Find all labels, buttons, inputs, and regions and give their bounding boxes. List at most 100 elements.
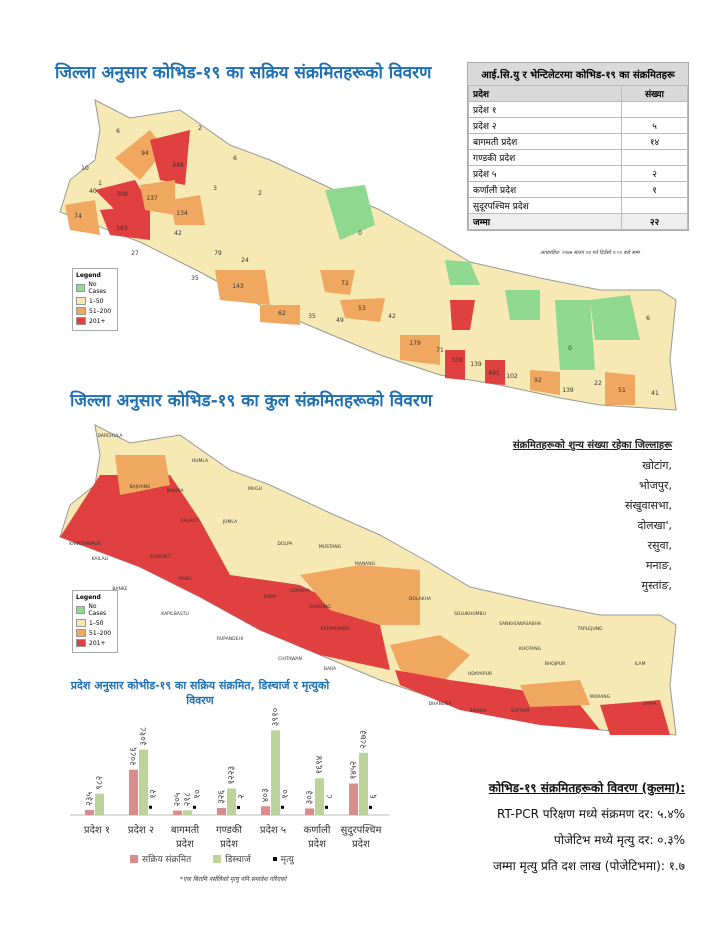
map2-label: SOLUKHUMBU	[454, 611, 486, 617]
map2-label: MUSTANG	[319, 544, 342, 550]
map2-label: BANKE	[112, 586, 127, 592]
legend-item: मृत्यु	[272, 852, 294, 865]
value-label: ३२६	[217, 790, 227, 804]
stat-line: पोजेटिभ मध्ये मृत्यु दर: ०.३%	[554, 833, 685, 847]
legend-swatch	[213, 854, 222, 863]
legend-swatch	[76, 307, 86, 315]
map1-label: 24	[241, 257, 249, 264]
chart-title: प्रदेश अनुसार कोभीड-१९ का सक्रिय संक्रमि…	[70, 679, 330, 707]
table-row: कर्णाली प्रदेश १	[467, 181, 688, 198]
legend-title: Legend	[76, 272, 101, 279]
map2-regions	[60, 455, 670, 735]
map1-label: 79	[214, 250, 222, 257]
bar	[183, 810, 192, 815]
map2-label: DHANUSA	[429, 701, 453, 707]
map1-label: 0	[358, 230, 362, 237]
legend-label: सक्रिय संक्रमित	[142, 855, 192, 865]
map1-label: 6	[646, 315, 650, 322]
map2-title: जिल्ला अनुसार कोभिड-१९ का कुल संक्रमितहर…	[70, 391, 433, 411]
map1-label: 53	[358, 305, 366, 312]
categories: प्रदेश १ प्रदेश २ बागमती प्रदेश गण्डकी प्रद…	[60, 822, 400, 852]
map2-label: DHADING	[309, 604, 331, 610]
legend-item: 1–50	[76, 619, 114, 627]
map1-label: 51	[618, 387, 626, 394]
map2-label: GORKHA	[290, 588, 310, 594]
map2-label: RUPANDEHI	[217, 636, 243, 642]
map1-label: 6	[116, 128, 120, 135]
map1-label: 139	[470, 361, 482, 368]
map2-label: SAPTARI	[511, 708, 530, 714]
value-label: ६	[369, 794, 379, 799]
table-cell	[621, 197, 688, 214]
x-tick-label: कर्णाली प्रदेश	[303, 825, 331, 850]
map2-label: SANKHUWASABHA	[499, 621, 542, 627]
table-row: जम्मा २२	[467, 213, 688, 230]
map1-label: 583	[116, 225, 128, 232]
x-tick-label: गण्डकी प्रदेश	[216, 825, 242, 850]
legend-item: 1–50	[76, 297, 114, 305]
map1-label: 6	[233, 155, 237, 162]
map1-label: 134	[176, 210, 188, 217]
bar	[217, 807, 226, 815]
table-cell	[621, 149, 688, 166]
header-cell: संख्या	[621, 85, 688, 102]
map1-label: 35	[191, 275, 199, 282]
table-cell: १४	[621, 133, 688, 150]
map2-label: CHITAWAN	[278, 656, 302, 662]
table-cell: बागमती प्रदेश	[467, 133, 623, 150]
map2-label: SURKHET	[149, 554, 170, 560]
death-marker	[149, 805, 152, 809]
map2-label: HUMLA	[192, 458, 209, 464]
legend-swatch	[76, 629, 86, 637]
map1-label: 2	[198, 125, 202, 132]
death-marker	[369, 805, 372, 809]
bar	[349, 783, 358, 815]
map2-label: SIRAHA	[470, 708, 488, 714]
map1-label: 2	[258, 190, 262, 197]
value-label: २३५	[85, 792, 95, 806]
legend-item: 201+	[76, 639, 114, 647]
zero-title: संक्रमितहरूको शुन्य संख्या रहेका जिल्लाह…	[512, 440, 672, 451]
map2-labels: DARCHULA HUMLA BAJHANG BAJURA KALIKOT JUMLA DO…	[69, 433, 657, 714]
chart-legend: सक्रिय संक्रमित डिस्चार्ज मृत्यु	[130, 852, 294, 865]
bar	[359, 752, 368, 815]
map1-label: 35	[308, 313, 316, 320]
legend-item: डिस्चार्ज	[213, 852, 251, 865]
map1-label: 179	[409, 340, 421, 347]
legend-label: No Cases	[88, 603, 107, 617]
map1-label: 491	[488, 370, 500, 377]
table-cell: प्रदेश २	[467, 117, 623, 134]
map2-label: DOLAKHA	[409, 596, 432, 602]
map2-label: KANCHANPUR	[69, 541, 100, 547]
legend-swatch	[76, 297, 86, 305]
map1-label: 92	[534, 377, 542, 384]
map2-label: TAPLEJUNG	[576, 626, 603, 632]
legend-label: 1–50	[89, 619, 104, 627]
bar	[173, 810, 182, 815]
icu-table: प्रदेश संख्या प्रदेश १ प्रदेश २ ५ बागमती प्रद…	[467, 85, 688, 230]
map1-label: 339	[451, 357, 463, 364]
stats-title: कोभिड-१९ संक्रमितहरूको विवरण (कुलमा):	[488, 781, 685, 795]
map2-label: BAJHANG	[130, 484, 151, 490]
x-tick-label: सुदुरपश्चिम प्रदेश	[340, 825, 382, 850]
map2-label: KATHMANDU	[321, 626, 350, 632]
zero-item: मनाङ,	[645, 559, 672, 572]
map2-label: KALIKOT	[181, 518, 200, 524]
x-tick-label: प्रदेश २	[127, 825, 155, 836]
x-tick-label: बागमती प्रदेश	[170, 825, 200, 850]
map1-legend: Legend No Cases 1–50 51–200 201+	[72, 268, 118, 331]
legend-label: 51–200	[89, 307, 112, 315]
map2-label: KAPILBASTU	[161, 611, 189, 617]
table-cell: सुदूरपश्चिम प्रदेश	[467, 197, 623, 214]
map1-label: 40	[89, 188, 97, 195]
map1-label: 22	[594, 380, 602, 387]
map2-label: UDAYAPUR	[468, 671, 492, 677]
table-cell	[621, 101, 688, 118]
value-label: ३०१८	[139, 727, 149, 746]
bar	[85, 809, 94, 815]
map1-regions	[65, 130, 640, 405]
map1-label: 1	[98, 180, 102, 187]
map1-label: 42	[174, 230, 182, 237]
